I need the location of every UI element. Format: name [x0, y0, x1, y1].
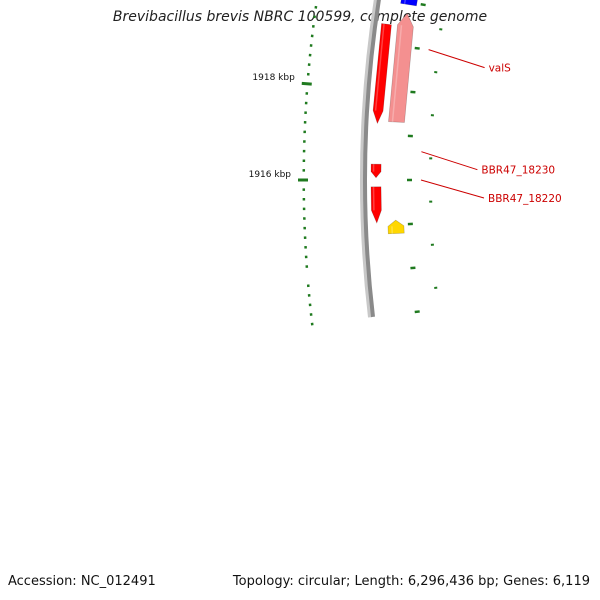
gene-feature[interactable] [370, 186, 382, 224]
gene-feature[interactable] [370, 163, 382, 179]
gene-label: BBR47_18220 [488, 193, 562, 205]
major-tick [301, 81, 312, 86]
inner-tick [420, 3, 426, 7]
inner-tick [414, 46, 420, 50]
accession-text: Accession: NC_012491 [8, 574, 156, 589]
inner-tick [414, 310, 420, 314]
genome-summary-text: Topology: circular; Length: 6,296,436 bp… [232, 574, 590, 589]
gene-folC[interactable] [400, 0, 425, 7]
gene-highlight [374, 23, 385, 111]
label-leader-line [420, 179, 485, 199]
genome-backbone [363, 0, 381, 318]
label-leader-line [428, 49, 485, 69]
gene-label: BBR47_18230 [481, 165, 555, 177]
map-title: Brevibacillus brevis NBRC 100599, comple… [112, 9, 488, 25]
genome-backbone-layer [359, 0, 381, 318]
gene-labels-layer: BBR47_18220BBR47_18230valSfolCmurCfabHBB… [420, 49, 562, 205]
scale-tick-label: 1916 kbp [249, 170, 292, 180]
label-leader-line [421, 151, 478, 171]
gene-features-layer[interactable] [370, 0, 559, 235]
gene-highlight [391, 25, 403, 122]
gene-feature[interactable] [387, 219, 405, 235]
scale-tick-label: 1918 kbp [252, 73, 295, 83]
gene-label: valS [489, 63, 512, 75]
backbone-shadow [359, 0, 378, 318]
gene-BBR47_18230[interactable] [388, 12, 414, 123]
gene-feature[interactable] [372, 23, 392, 125]
